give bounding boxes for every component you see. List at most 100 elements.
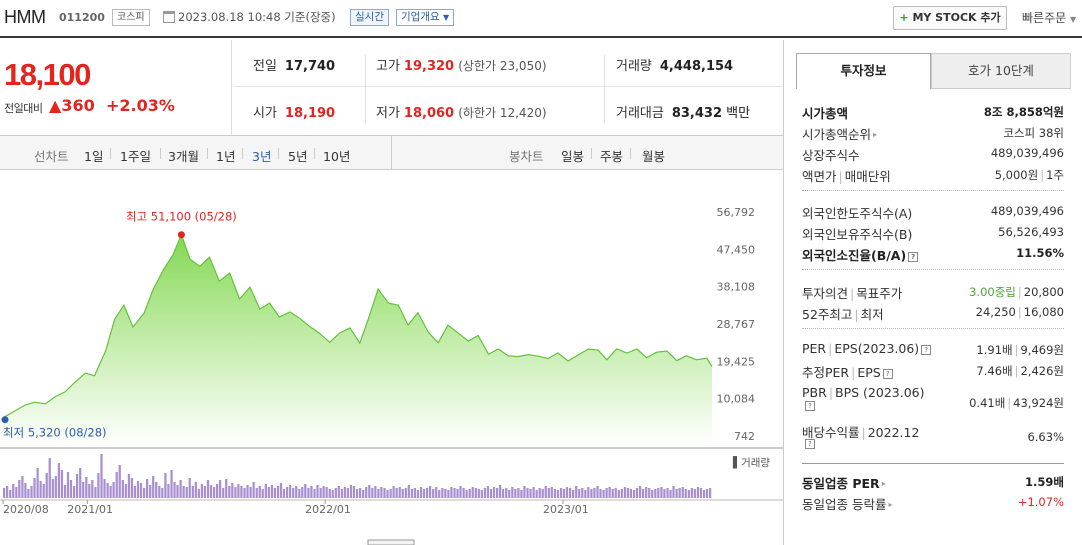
- volume-bar: [404, 488, 407, 498]
- info-sector-change[interactable]: 동일업종 등락률 ▸ +1.07%: [802, 492, 1064, 512]
- tab-investment-info[interactable]: 투자정보: [796, 53, 931, 89]
- volume-bar: [286, 487, 289, 498]
- tab-period-1w[interactable]: 1주일: [120, 149, 151, 164]
- volume-bar: [301, 487, 304, 498]
- info-market-cap-rank[interactable]: 시가총액순위 ▸ 코스피 38위: [802, 122, 1064, 142]
- tab-period-3y[interactable]: 3년: [252, 149, 272, 164]
- add-my-stock-button[interactable]: + MY STOCK 추가: [893, 6, 1007, 30]
- volume-bar: [118, 465, 121, 498]
- divider: [207, 148, 208, 159]
- volume-bar: [632, 490, 636, 498]
- stat-low-label: 저가: [376, 106, 400, 121]
- volume-bar: [663, 489, 666, 498]
- volume-bar: [225, 479, 228, 498]
- volume-bar: [629, 489, 633, 498]
- volume-bar: [103, 479, 106, 498]
- divider: [242, 148, 243, 159]
- stock-header: HMM 011200 코스피 2023.08.18 10:48 기준(장중) 실…: [0, 0, 1082, 38]
- info-est-per: 추정PER | EPS? 7.46배 | 2,426원: [802, 360, 1064, 380]
- volume-bar: [642, 489, 645, 498]
- info-label: 추정PER | EPS?: [802, 362, 893, 381]
- help-icon[interactable]: ?: [921, 345, 932, 355]
- tab-order-book[interactable]: 호가 10단계: [931, 53, 1071, 89]
- volume-bar: [91, 480, 94, 498]
- tab-period-10y[interactable]: 10년: [323, 149, 351, 164]
- stat-low: 저가 18,060 (하한가 12,420): [376, 102, 547, 121]
- realtime-button[interactable]: 실시간: [350, 9, 389, 26]
- volume-bar: [502, 489, 505, 498]
- volume-bar: [419, 487, 423, 498]
- max-marker: [177, 231, 185, 239]
- volume-bar: [100, 454, 103, 498]
- info-label-text: PER: [802, 341, 827, 356]
- help-icon[interactable]: ?: [805, 401, 815, 411]
- quick-order-button[interactable]: 빠른주문 ▼: [1022, 9, 1076, 26]
- stat-row-2: 시가 18,190 저가 18,060 (하한가 12,420) 거래대금 83,43…: [233, 87, 783, 134]
- volume-bar: [45, 473, 48, 498]
- info-label-text: 투자의견: [802, 286, 849, 301]
- corp-info-label: 기업개요: [401, 11, 440, 23]
- volume-bar: [216, 484, 219, 498]
- info-value-text: 5,000원: [994, 168, 1039, 182]
- volume-bar: [459, 486, 462, 498]
- info-value: 7.46배 | 2,426원: [976, 363, 1064, 379]
- info-label: 52주최고 | 최저: [802, 304, 884, 323]
- volume-bar: [556, 490, 560, 498]
- info-par-value: 액면가 | 매매단위 5,000원 | 1주: [802, 164, 1064, 184]
- y-tick-label: 47,450: [717, 243, 756, 256]
- volume-bar: [705, 489, 709, 498]
- info-value: +1.07%: [1017, 495, 1064, 509]
- volume-bar: [669, 490, 672, 498]
- y-tick-label: 56,792: [717, 206, 756, 219]
- volume-bar: [675, 489, 678, 498]
- info-label-text: 추정PER: [802, 365, 850, 380]
- volume-bar: [82, 482, 85, 498]
- divider: [278, 148, 279, 159]
- change-percent: +2.03%: [106, 96, 175, 115]
- volume-bar: [371, 488, 374, 498]
- help-icon[interactable]: ?: [805, 439, 815, 449]
- volume-bar: [450, 487, 453, 498]
- divider: |: [1014, 343, 1019, 357]
- volume-bar: [346, 488, 350, 498]
- info-sector-per[interactable]: 동일업종 PER ▸ 1.59배: [802, 471, 1064, 491]
- volume-bar: [270, 485, 274, 498]
- volume-bar: [553, 489, 557, 498]
- info-value-text: 16,080: [1023, 305, 1064, 319]
- info-value: 1.59배: [1025, 475, 1064, 489]
- tab-period-3m[interactable]: 3개월: [168, 149, 199, 164]
- volume-bar: [383, 488, 386, 498]
- info-label: 시가총액순위 ▸: [802, 124, 877, 143]
- tab-candle-day[interactable]: 일봉: [561, 149, 585, 164]
- info-label-text: 외국인소진율(B/A): [802, 248, 907, 263]
- corp-info-dropdown[interactable]: 기업개요 ▼: [396, 9, 455, 26]
- tab-candle-week[interactable]: 주봉: [600, 149, 624, 164]
- volume-bar: [678, 488, 681, 498]
- info-market-cap: 시가총액 8조 8,858억원: [802, 101, 1064, 121]
- tab-period-1d[interactable]: 1일: [84, 149, 104, 164]
- help-icon[interactable]: ?: [882, 369, 893, 379]
- volume-bar: [578, 489, 581, 498]
- price-chart[interactable]: 56,792 47,450 38,108 28,767 19,425 10,084 742 최…: [0, 170, 783, 545]
- volume-bar: [389, 489, 392, 498]
- volume-bar: [295, 486, 298, 498]
- tab-candle-month[interactable]: 월봉: [642, 149, 666, 164]
- info-value: 11.56%: [1016, 246, 1064, 260]
- volume-bar: [237, 484, 240, 498]
- volume-bar: [188, 478, 191, 498]
- volume-bar: [24, 483, 27, 498]
- volume-bar: [608, 487, 611, 498]
- stat-volume-label: 거래량: [616, 59, 652, 74]
- volume-bar: [234, 487, 237, 498]
- volume-bar: [584, 490, 587, 498]
- volume-bar: [492, 487, 496, 498]
- tab-period-5y[interactable]: 5년: [288, 149, 308, 164]
- volume-bar: [508, 490, 511, 498]
- divider: [783, 40, 784, 545]
- tab-period-1y[interactable]: 1년: [216, 149, 236, 164]
- volume-bar: [48, 458, 51, 498]
- info-per: PER | EPS(2023.06)? 1.91배 | 9,469원: [802, 339, 1064, 359]
- help-icon[interactable]: ?: [908, 252, 919, 262]
- volume-bar: [447, 490, 450, 498]
- volume-bar: [130, 478, 134, 498]
